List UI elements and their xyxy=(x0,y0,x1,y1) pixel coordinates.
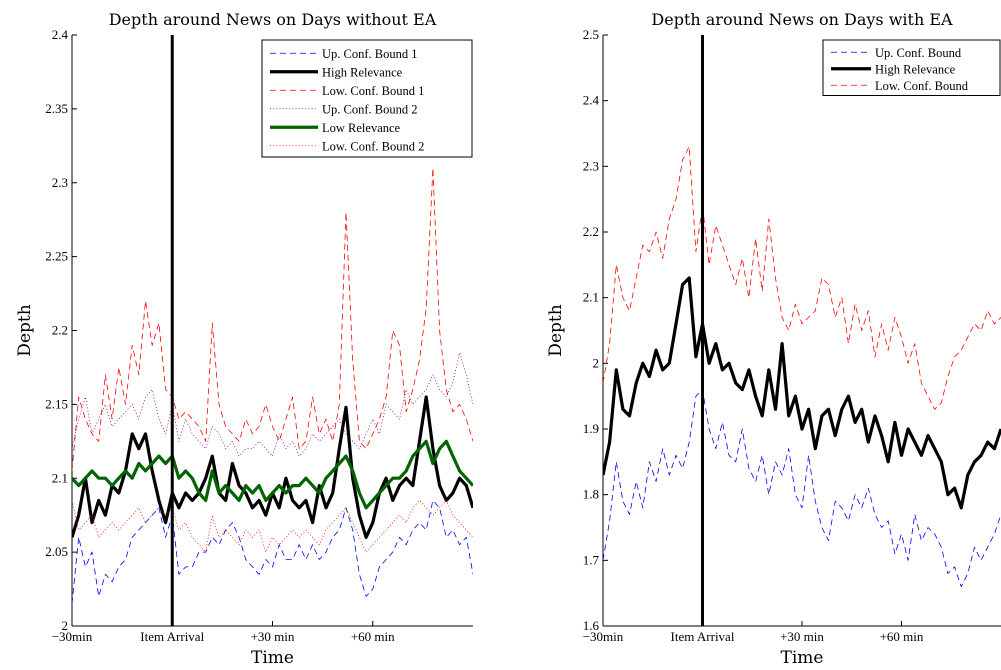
legend-label: Up. Conf. Bound 2 xyxy=(322,102,418,116)
plot-area xyxy=(603,146,1001,587)
y-tick-label: 2.3 xyxy=(583,158,599,173)
series-line-1 xyxy=(603,389,1001,587)
y-tick-label: 1.7 xyxy=(583,552,600,567)
x-tick-label: +30 min xyxy=(251,629,295,644)
y-tick-label: 2 xyxy=(62,618,69,633)
y-tick-label: 2.15 xyxy=(45,396,68,411)
y-tick-label: 1.6 xyxy=(583,618,600,633)
x-tick-label: −30min xyxy=(583,629,624,644)
chart-title: Depth around News on Days with EA xyxy=(651,10,953,29)
y-tick-label: 2.4 xyxy=(52,27,69,42)
y-tick-label: 2.3 xyxy=(52,175,68,190)
left-chart-panel: 2 2.05 2.1 2.15 2.2 2.25 2.3 2.35 2.4 −30min Item … xyxy=(15,10,473,668)
legend-label: Low Relevance xyxy=(322,121,401,135)
y-tick-label: 2.1 xyxy=(583,290,599,305)
series-line-2 xyxy=(72,395,473,539)
x-tick-label: Item Arrival xyxy=(671,629,735,644)
y-tick-label: 2.4 xyxy=(583,93,600,108)
series-line-4 xyxy=(72,352,473,457)
y-tick-label: 2.05 xyxy=(45,544,68,559)
x-tick-label: −30min xyxy=(52,629,93,644)
plot-area xyxy=(72,167,473,604)
chart-title: Depth around News on Days without EA xyxy=(109,10,437,29)
y-tick-label: 2.35 xyxy=(45,101,68,116)
legend-label: Low. Conf. Bound 2 xyxy=(322,139,424,153)
y-tick-label: 2.5 xyxy=(583,27,599,42)
y-tick-label: 2.25 xyxy=(45,249,68,264)
y-tick-label: 2 xyxy=(593,355,600,370)
series-line-6 xyxy=(72,499,473,553)
legend: Up. Conf. Bound High Relevance Low. Conf. … xyxy=(822,39,1001,96)
series-line-2 xyxy=(603,276,1001,510)
y-axis-label: Depth xyxy=(546,304,566,356)
right-chart-panel: 1.6 1.7 1.8 1.9 2 2.1 2.2 2.3 2.4 2.5 −30min Item A… xyxy=(546,10,1001,668)
legend: Up. Conf. Bound 1 High Relevance Low. Conf… xyxy=(261,39,473,158)
x-tick-label: +30 min xyxy=(780,629,824,644)
y-tick-label: 1.9 xyxy=(583,421,599,436)
y-tick-label: 2.1 xyxy=(52,470,68,485)
x-tick-label: +60 min xyxy=(880,629,924,644)
y-axis-label: Depth xyxy=(15,304,35,356)
legend-label: High Relevance xyxy=(875,62,956,76)
legend-box xyxy=(261,39,473,158)
legend-label: High Relevance xyxy=(322,65,403,79)
y-tick-label: 2.2 xyxy=(52,323,68,338)
series-line-5 xyxy=(72,439,473,510)
series-line-3 xyxy=(72,167,473,471)
series-line-3 xyxy=(603,146,1001,410)
y-tick-label: 2.2 xyxy=(583,224,599,239)
x-axis-label: Time xyxy=(251,648,294,668)
legend-label: Low. Conf. Bound 1 xyxy=(322,84,424,98)
x-tick-label: +60 min xyxy=(351,629,395,644)
x-axis-label: Time xyxy=(781,648,824,668)
y-tick-label: 1.8 xyxy=(583,487,599,502)
legend-label: Up. Conf. Bound xyxy=(875,46,962,60)
series-line-1 xyxy=(72,499,473,604)
legend-label: Up. Conf. Bound 1 xyxy=(322,47,418,61)
legend-label: Low. Conf. Bound xyxy=(875,79,969,93)
x-tick-label: Item Arrival xyxy=(140,629,204,644)
